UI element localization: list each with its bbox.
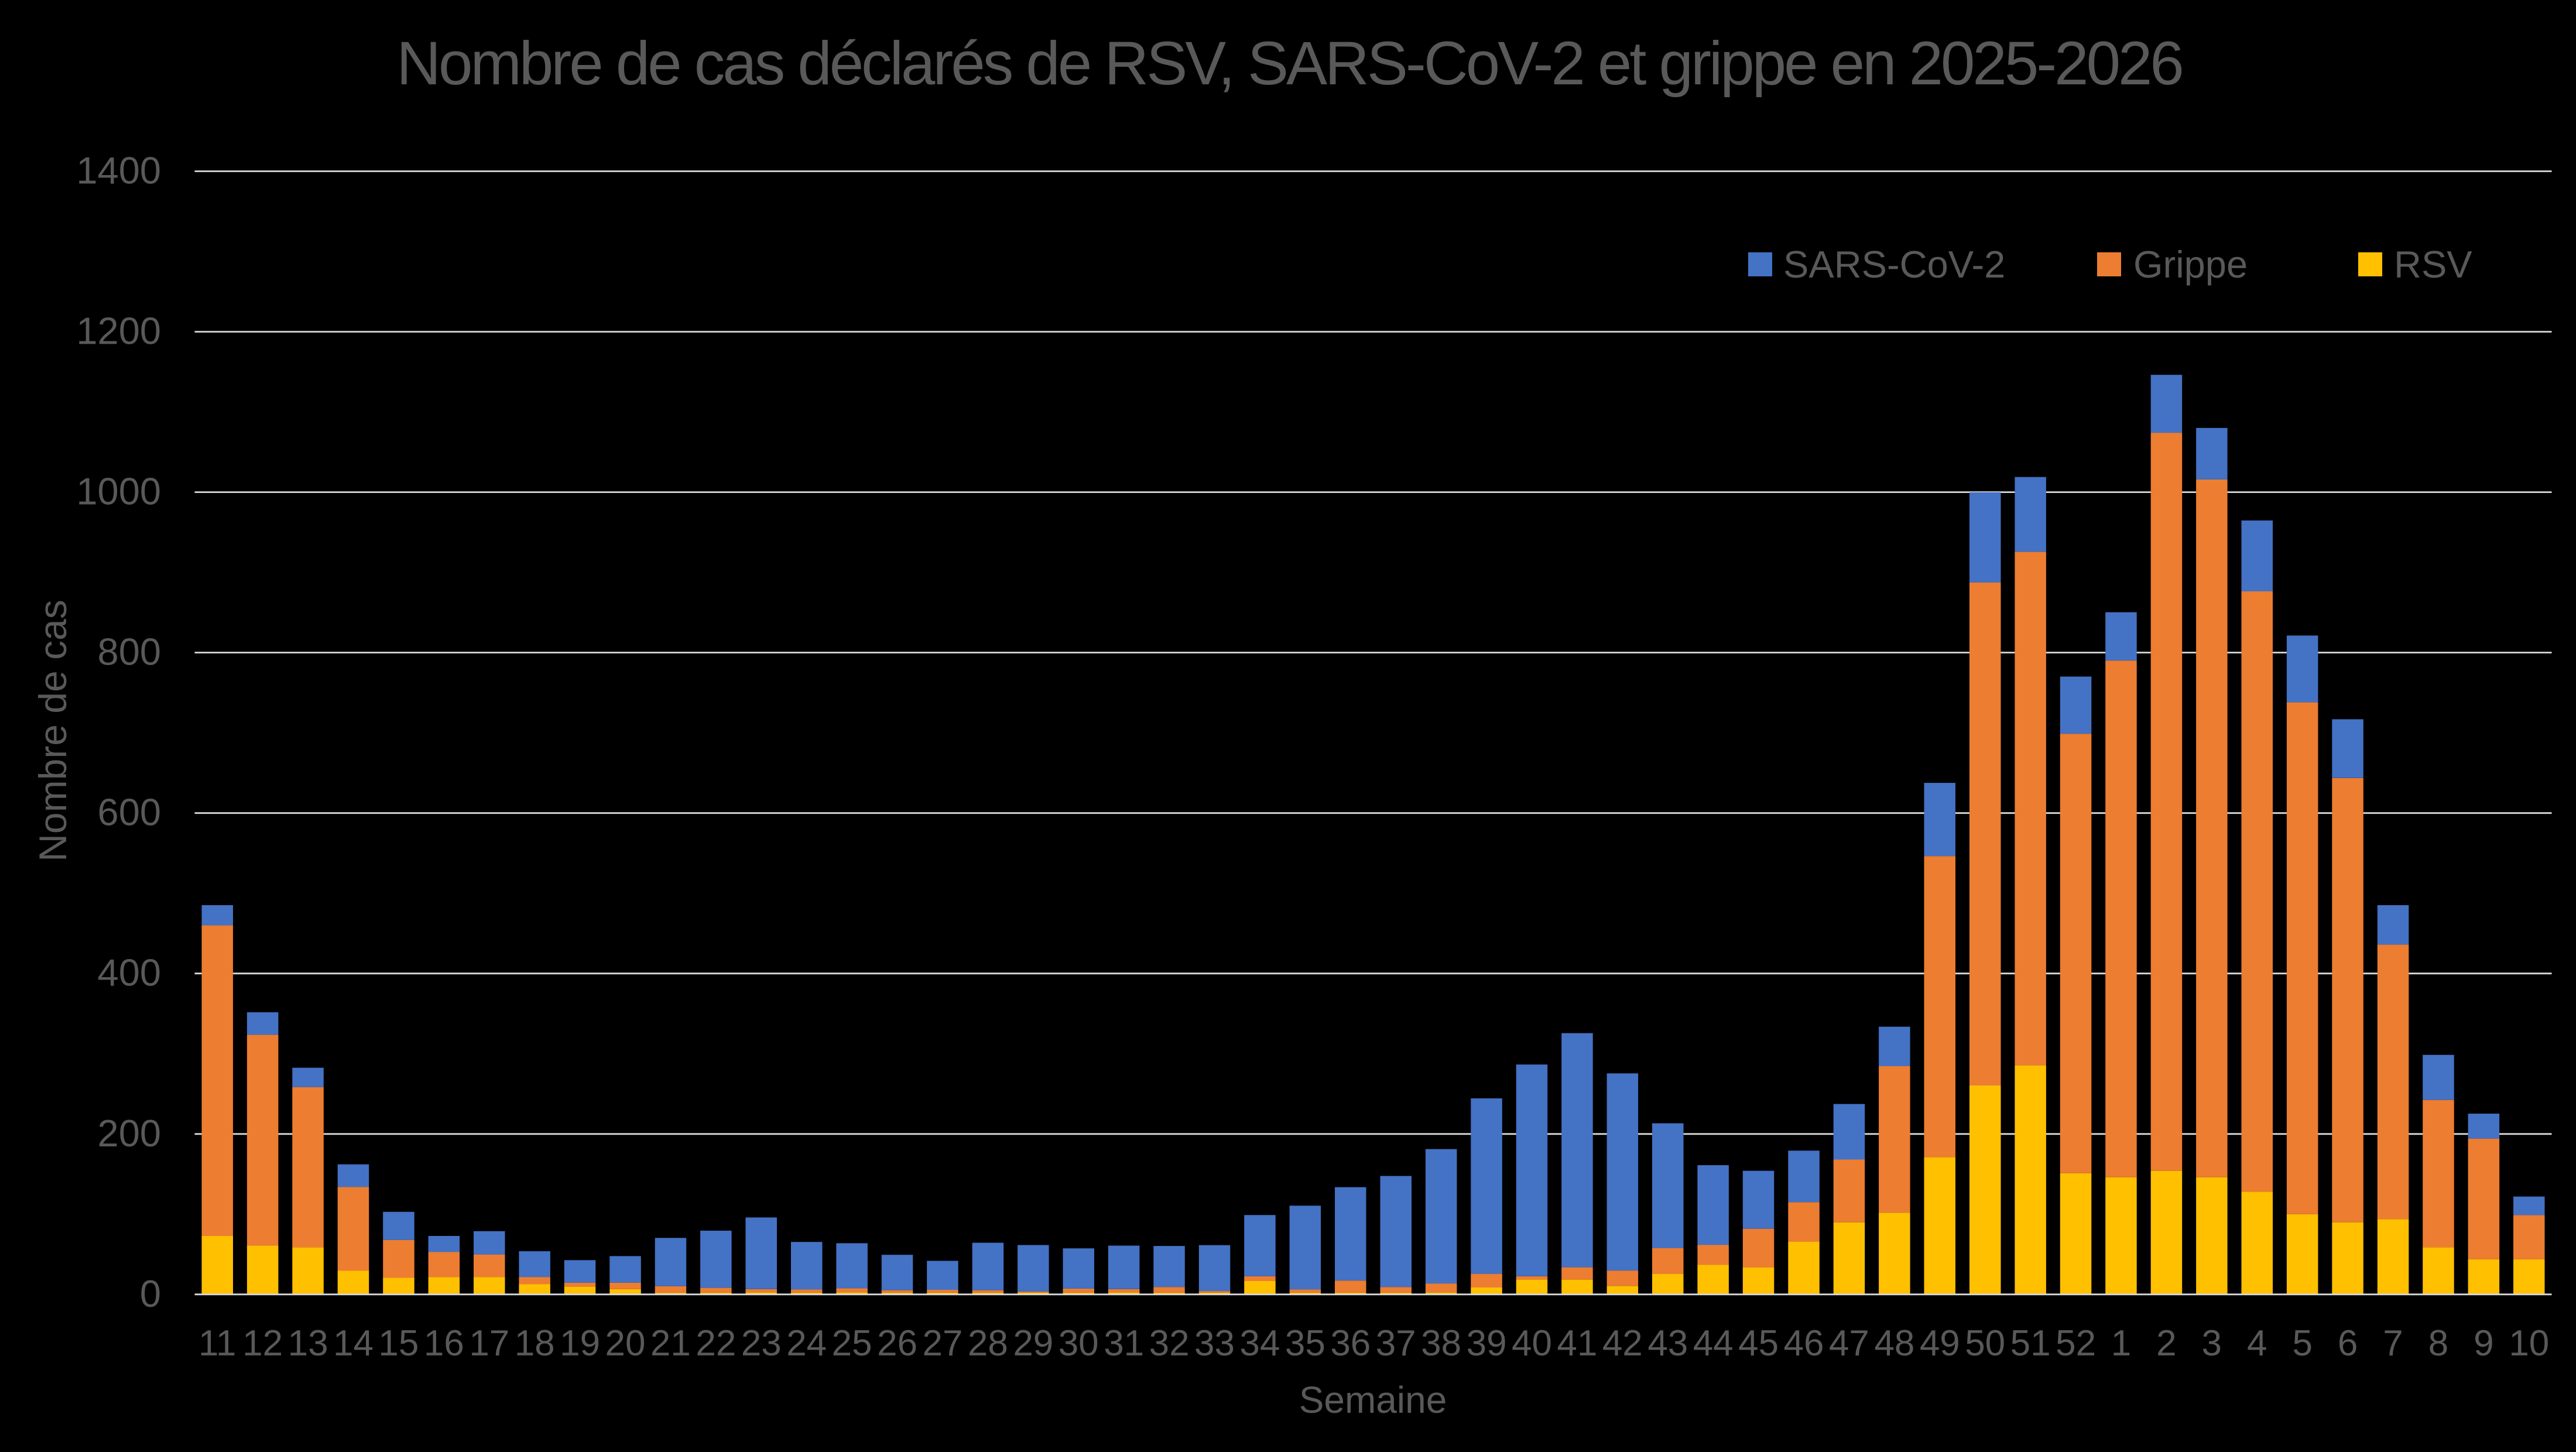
svg-text:43: 43 xyxy=(1647,1323,1688,1364)
svg-text:1: 1 xyxy=(2111,1323,2131,1364)
svg-text:26: 26 xyxy=(877,1323,917,1364)
svg-text:41: 41 xyxy=(1557,1323,1597,1364)
svg-text:33: 33 xyxy=(1194,1323,1235,1364)
svg-text:22: 22 xyxy=(696,1323,736,1364)
svg-text:11: 11 xyxy=(198,1323,236,1364)
svg-text:800: 800 xyxy=(98,631,161,673)
svg-text:24: 24 xyxy=(786,1323,827,1364)
svg-text:18: 18 xyxy=(515,1323,555,1364)
svg-text:27: 27 xyxy=(923,1323,963,1364)
svg-text:20: 20 xyxy=(605,1323,646,1364)
svg-text:36: 36 xyxy=(1330,1323,1371,1364)
svg-text:14: 14 xyxy=(333,1323,374,1364)
svg-text:12: 12 xyxy=(242,1323,283,1364)
svg-text:7: 7 xyxy=(2383,1323,2403,1364)
svg-text:31: 31 xyxy=(1104,1323,1144,1364)
svg-text:19: 19 xyxy=(560,1323,600,1364)
svg-text:37: 37 xyxy=(1376,1323,1416,1364)
svg-text:49: 49 xyxy=(1920,1323,1960,1364)
svg-text:46: 46 xyxy=(1784,1323,1824,1364)
svg-text:RSV: RSV xyxy=(2394,243,2472,286)
svg-text:0: 0 xyxy=(140,1272,161,1315)
svg-text:17: 17 xyxy=(469,1323,509,1364)
svg-text:6: 6 xyxy=(2338,1323,2358,1364)
svg-text:Nombre de cas: Nombre de cas xyxy=(31,600,74,862)
svg-text:Semaine: Semaine xyxy=(1299,1379,1447,1421)
svg-text:34: 34 xyxy=(1239,1323,1280,1364)
svg-text:SARS-CoV-2: SARS-CoV-2 xyxy=(1783,243,2005,286)
svg-text:5: 5 xyxy=(2292,1323,2312,1364)
svg-text:16: 16 xyxy=(424,1323,464,1364)
svg-text:Grippe: Grippe xyxy=(2133,243,2248,286)
svg-text:4: 4 xyxy=(2247,1323,2267,1364)
svg-text:44: 44 xyxy=(1693,1323,1734,1364)
svg-text:8: 8 xyxy=(2428,1323,2448,1364)
svg-text:47: 47 xyxy=(1829,1323,1869,1364)
svg-text:39: 39 xyxy=(1467,1323,1507,1364)
svg-text:Nombre de cas déclarés de RSV,: Nombre de cas déclarés de RSV, SARS-CoV-… xyxy=(396,29,2182,98)
svg-text:25: 25 xyxy=(832,1323,872,1364)
svg-text:40: 40 xyxy=(1512,1323,1552,1364)
svg-text:48: 48 xyxy=(1874,1323,1914,1364)
svg-text:9: 9 xyxy=(2474,1323,2493,1364)
svg-text:21: 21 xyxy=(650,1323,691,1364)
svg-text:30: 30 xyxy=(1059,1323,1099,1364)
svg-text:13: 13 xyxy=(288,1323,328,1364)
svg-text:42: 42 xyxy=(1602,1323,1643,1364)
svg-text:28: 28 xyxy=(968,1323,1008,1364)
svg-text:1400: 1400 xyxy=(76,149,161,192)
svg-text:45: 45 xyxy=(1738,1323,1779,1364)
svg-text:1200: 1200 xyxy=(76,310,161,352)
svg-text:35: 35 xyxy=(1285,1323,1325,1364)
svg-text:2: 2 xyxy=(2156,1323,2176,1364)
svg-text:15: 15 xyxy=(378,1323,419,1364)
svg-text:10: 10 xyxy=(2509,1323,2549,1364)
svg-text:3: 3 xyxy=(2202,1323,2222,1364)
svg-text:51: 51 xyxy=(2010,1323,2051,1364)
svg-text:29: 29 xyxy=(1013,1323,1053,1364)
svg-text:38: 38 xyxy=(1421,1323,1461,1364)
svg-text:23: 23 xyxy=(741,1323,782,1364)
svg-text:32: 32 xyxy=(1149,1323,1190,1364)
svg-text:1000: 1000 xyxy=(76,470,161,513)
svg-text:600: 600 xyxy=(98,791,161,834)
svg-text:400: 400 xyxy=(98,951,161,994)
svg-text:50: 50 xyxy=(1965,1323,2005,1364)
svg-text:52: 52 xyxy=(2056,1323,2096,1364)
svg-text:200: 200 xyxy=(98,1112,161,1155)
